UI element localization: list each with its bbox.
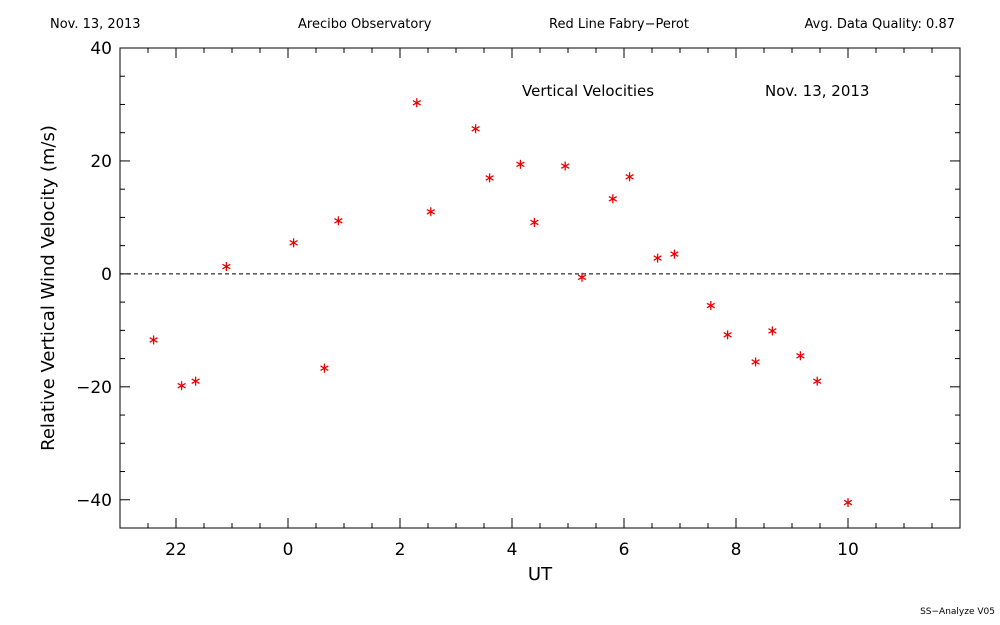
- y-tick-label: 0: [101, 265, 112, 285]
- y-tick-label: 20: [90, 152, 112, 172]
- data-points: [149, 98, 853, 508]
- data-point: [222, 262, 231, 272]
- software-version: SS−Analyze V05: [920, 607, 995, 617]
- y-tick-labels: 40 20 0 −20 −40: [76, 39, 112, 511]
- x-tick-label: 10: [837, 540, 859, 560]
- data-point: [706, 301, 716, 311]
- data-point: [191, 376, 200, 386]
- y-axis-label: Relative Vertical Wind Velocity (m/s): [38, 125, 59, 451]
- data-point: [653, 253, 662, 263]
- data-point: [670, 249, 679, 259]
- data-point: [796, 351, 805, 361]
- y-tick-label: −20: [76, 378, 112, 398]
- data-point: [625, 172, 634, 182]
- chart-title: Vertical Velocities: [522, 82, 654, 100]
- data-point: [426, 207, 436, 217]
- x-tick-label: 0: [283, 540, 294, 560]
- x-axis-label: UT: [528, 564, 553, 585]
- data-point: [608, 194, 618, 204]
- chart-subtitle: Nov. 13, 2013: [765, 82, 869, 100]
- y-tick-label: −40: [76, 491, 112, 511]
- data-point: [516, 159, 525, 169]
- x-tick-label: 4: [507, 540, 518, 560]
- header-instrument: Red Line Fabry−Perot: [549, 17, 689, 32]
- data-point: [334, 216, 343, 226]
- header-data-quality: Avg. Data Quality: 0.87: [804, 17, 955, 32]
- header-date: Nov. 13, 2013: [50, 17, 141, 32]
- plot-frame: [119, 47, 961, 529]
- y-tick-label: 40: [90, 39, 112, 59]
- data-point: [768, 326, 777, 336]
- data-point: [751, 357, 760, 367]
- x-tick-labels: 22 0 2 4 6 8 10: [165, 540, 859, 560]
- data-point: [149, 335, 158, 345]
- data-point: [485, 173, 494, 183]
- data-point: [812, 376, 822, 386]
- data-point: [471, 124, 480, 134]
- x-tick-label: 6: [619, 540, 630, 560]
- data-point: [843, 498, 853, 508]
- data-point: [320, 363, 329, 373]
- data-point: [177, 381, 186, 391]
- data-point: [723, 330, 732, 340]
- x-tick-label: 8: [731, 540, 742, 560]
- data-point: [560, 161, 570, 171]
- header-observatory: Arecibo Observatory: [298, 17, 432, 32]
- data-point: [289, 238, 298, 248]
- data-point: [577, 272, 587, 282]
- axis-ticks: [119, 47, 961, 529]
- x-tick-label: 2: [395, 540, 406, 560]
- data-point: [530, 217, 539, 227]
- data-point: [412, 98, 422, 108]
- x-tick-label: 22: [165, 540, 187, 560]
